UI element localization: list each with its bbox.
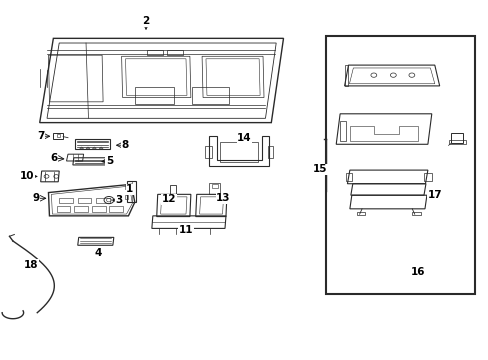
Text: 14: 14 — [237, 133, 251, 143]
Text: 4: 4 — [94, 248, 102, 258]
Text: 11: 11 — [179, 225, 193, 235]
Text: 9: 9 — [32, 193, 40, 203]
Text: 17: 17 — [427, 190, 441, 200]
Text: 18: 18 — [24, 260, 39, 270]
Text: 10: 10 — [20, 171, 35, 181]
Bar — [326, 36, 474, 294]
Text: 2: 2 — [142, 17, 149, 27]
Text: 6: 6 — [51, 153, 58, 163]
Text: 16: 16 — [409, 267, 424, 277]
Text: 13: 13 — [216, 193, 230, 203]
Text: 15: 15 — [312, 164, 326, 174]
Text: 3: 3 — [115, 195, 122, 205]
Text: 1: 1 — [126, 184, 133, 194]
Text: 7: 7 — [37, 131, 44, 141]
Text: 12: 12 — [162, 194, 176, 204]
Text: 8: 8 — [121, 140, 128, 150]
Text: 5: 5 — [105, 156, 113, 166]
